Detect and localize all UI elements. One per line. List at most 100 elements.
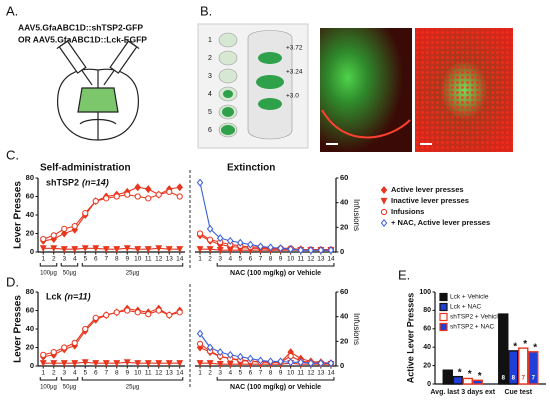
marker [380, 208, 388, 216]
marker [287, 353, 294, 360]
slice-diagram [197, 23, 309, 149]
group-n: (n=11) [65, 291, 91, 301]
marker [317, 359, 325, 368]
y2-tick-label: 20 [340, 222, 348, 231]
marker [145, 185, 152, 194]
x-tick-label: 11 [297, 370, 304, 377]
y2-tick-label: 60 [340, 173, 348, 182]
bar [518, 347, 529, 385]
marker [166, 188, 173, 195]
marker [60, 246, 68, 253]
marker [206, 343, 214, 352]
panel-letter: E. [398, 267, 410, 282]
marker [61, 344, 68, 351]
slice-number: 1 [208, 37, 212, 44]
x-tick-label: 12 [155, 370, 163, 377]
marker [71, 246, 79, 253]
x-tick-label: 11 [297, 256, 304, 263]
bracket-label: 100µg [40, 385, 57, 391]
y-tick-label: 60 [26, 191, 34, 200]
y-tick-label: 80 [26, 287, 34, 296]
marker [82, 210, 89, 217]
marker [123, 245, 131, 253]
x-tick-label: 3 [218, 370, 222, 377]
x-tick-label: 5 [239, 370, 243, 377]
significance: * [458, 367, 462, 378]
y-tick-label: 20 [26, 228, 34, 237]
x-tick-label: 6 [249, 256, 253, 263]
marker [40, 235, 47, 243]
marker [124, 307, 131, 314]
marker [123, 359, 131, 367]
y-tick-label: 0 [30, 361, 34, 370]
marker [277, 357, 284, 366]
bar [452, 375, 463, 385]
marker [145, 311, 152, 318]
bracket [39, 377, 58, 381]
bar [528, 351, 539, 385]
x-tick-label: 2 [52, 370, 56, 377]
slice-number: 4 [208, 91, 212, 98]
x-tick-label: 12 [307, 370, 315, 377]
marker [207, 236, 214, 243]
x-tick-label: 12 [307, 256, 315, 263]
bar [472, 379, 483, 385]
x-tick-label: 4 [73, 256, 77, 263]
y-tick-label: 60 [26, 305, 34, 314]
group-label: shTSP2 [46, 177, 79, 187]
marker [81, 359, 89, 367]
x-tick-label: 13 [166, 256, 174, 263]
panel-title: Self-administration [40, 163, 131, 174]
marker [50, 232, 57, 239]
y-tick-label: 20 [423, 362, 431, 369]
bracket-label: 50µg [63, 385, 76, 391]
marker [237, 352, 244, 361]
marker [237, 238, 244, 247]
x-tick-label: Cue test [504, 389, 532, 396]
x-tick-label: 6 [94, 370, 98, 377]
marker [257, 356, 264, 365]
x-tick-label: 14 [327, 256, 335, 263]
marker [165, 246, 173, 253]
bracket-label: NAC (100 mg/kg) or Vehicle [230, 270, 321, 277]
x-tick-label: 14 [176, 370, 184, 377]
x-tick-label: 1 [41, 256, 45, 263]
x-tick-label: 13 [166, 370, 174, 377]
legend-label: Infusions [391, 207, 424, 216]
y-tick-label: 40 [26, 210, 34, 219]
legend-swatch [439, 312, 448, 322]
legend-label: Active lever presses [391, 185, 464, 194]
x-tick-label: 5 [83, 256, 87, 263]
x-tick-label: 10 [134, 370, 142, 377]
x-tick-label: 9 [279, 256, 283, 263]
x-tick-label: 13 [317, 370, 325, 377]
slice-coord: +3.0 [286, 93, 299, 100]
marker [71, 225, 78, 234]
slice-number: 2 [208, 55, 212, 62]
legend-swatch [439, 292, 448, 302]
marker [92, 314, 99, 321]
x-tick-label: 3 [62, 256, 66, 263]
bracket-label: 50µg [63, 271, 76, 277]
marker [113, 246, 121, 253]
x-tick-label: 13 [317, 256, 325, 263]
y-tick-label: 0 [30, 247, 34, 256]
x-tick-label: 10 [287, 256, 295, 263]
marker [155, 307, 162, 314]
marker [206, 246, 214, 253]
marker [50, 349, 57, 356]
x-tick-label: 9 [125, 370, 129, 377]
y2-tick-label: 40 [340, 312, 348, 321]
marker [113, 309, 120, 316]
legend-label: Inactive lever presses [391, 196, 469, 205]
y2-axis-label: Infusions [352, 313, 361, 345]
x-tick-label: 14 [327, 370, 335, 377]
x-tick-label: 5 [239, 256, 243, 263]
marker [196, 329, 204, 338]
marker [92, 360, 100, 367]
y-tick-label: 80 [26, 173, 34, 182]
construct: OR AAV5.GfaABC1D::Lck-EGFP [18, 34, 147, 44]
slice-number: 6 [208, 127, 212, 134]
slice-number: 3 [208, 73, 212, 80]
